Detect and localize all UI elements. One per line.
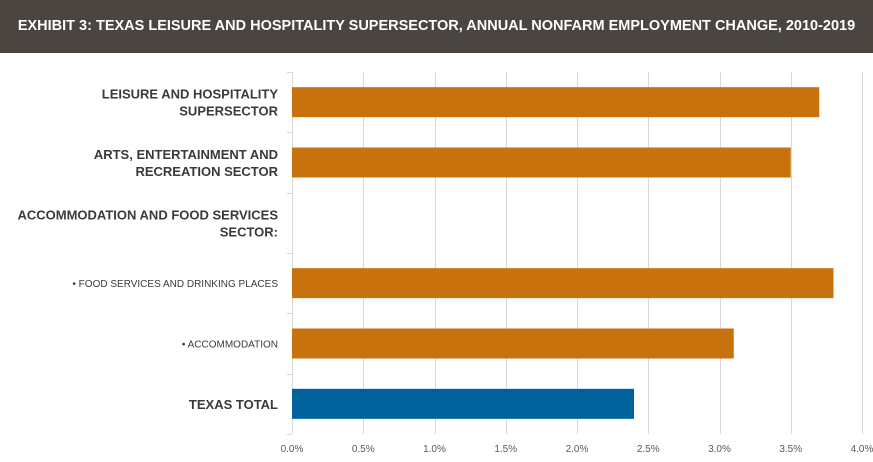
category-label-0-line-0: LEISURE AND HOSPITALITY <box>102 87 279 102</box>
category-label-2-line-1: SECTOR: <box>220 224 278 239</box>
chart-title: EXHIBIT 3: TEXAS LEISURE AND HOSPITALITY… <box>17 18 856 34</box>
category-label-2-line-0: ACCOMMODATION AND FOOD SERVICES <box>18 207 279 222</box>
x-tick-label-0: 0.0% <box>281 444 304 455</box>
bar-1 <box>292 147 791 178</box>
bar-5 <box>292 388 634 419</box>
x-tick-label-7: 3.5% <box>779 444 802 455</box>
x-tick-label-2: 1.0% <box>423 444 446 455</box>
category-label-1-line-0: ARTS, ENTERTAINMENT AND <box>94 147 278 162</box>
bar-3 <box>292 268 834 299</box>
x-tick-label-6: 3.0% <box>708 444 731 455</box>
bar-0 <box>292 87 820 118</box>
x-tick-label-4: 2.0% <box>566 444 589 455</box>
x-tick-label-3: 1.5% <box>494 444 517 455</box>
chart-title-bar: EXHIBIT 3: TEXAS LEISURE AND HOSPITALITY… <box>0 0 873 53</box>
category-label-3-line-0: • FOOD SERVICES AND DRINKING PLACES <box>72 279 278 290</box>
x-tick-label-8: 4.0% <box>851 444 873 455</box>
x-tick-label-5: 2.5% <box>637 444 660 455</box>
category-label-5-line-0: TEXAS TOTAL <box>189 397 278 412</box>
bar-4 <box>292 328 734 359</box>
category-label-0-line-1: SUPERSECTOR <box>179 104 278 119</box>
x-tick-label-1: 0.5% <box>352 444 375 455</box>
category-label-4-line-0: • ACCOMMODATION <box>182 340 278 351</box>
category-label-1-line-1: RECREATION SECTOR <box>135 164 278 179</box>
